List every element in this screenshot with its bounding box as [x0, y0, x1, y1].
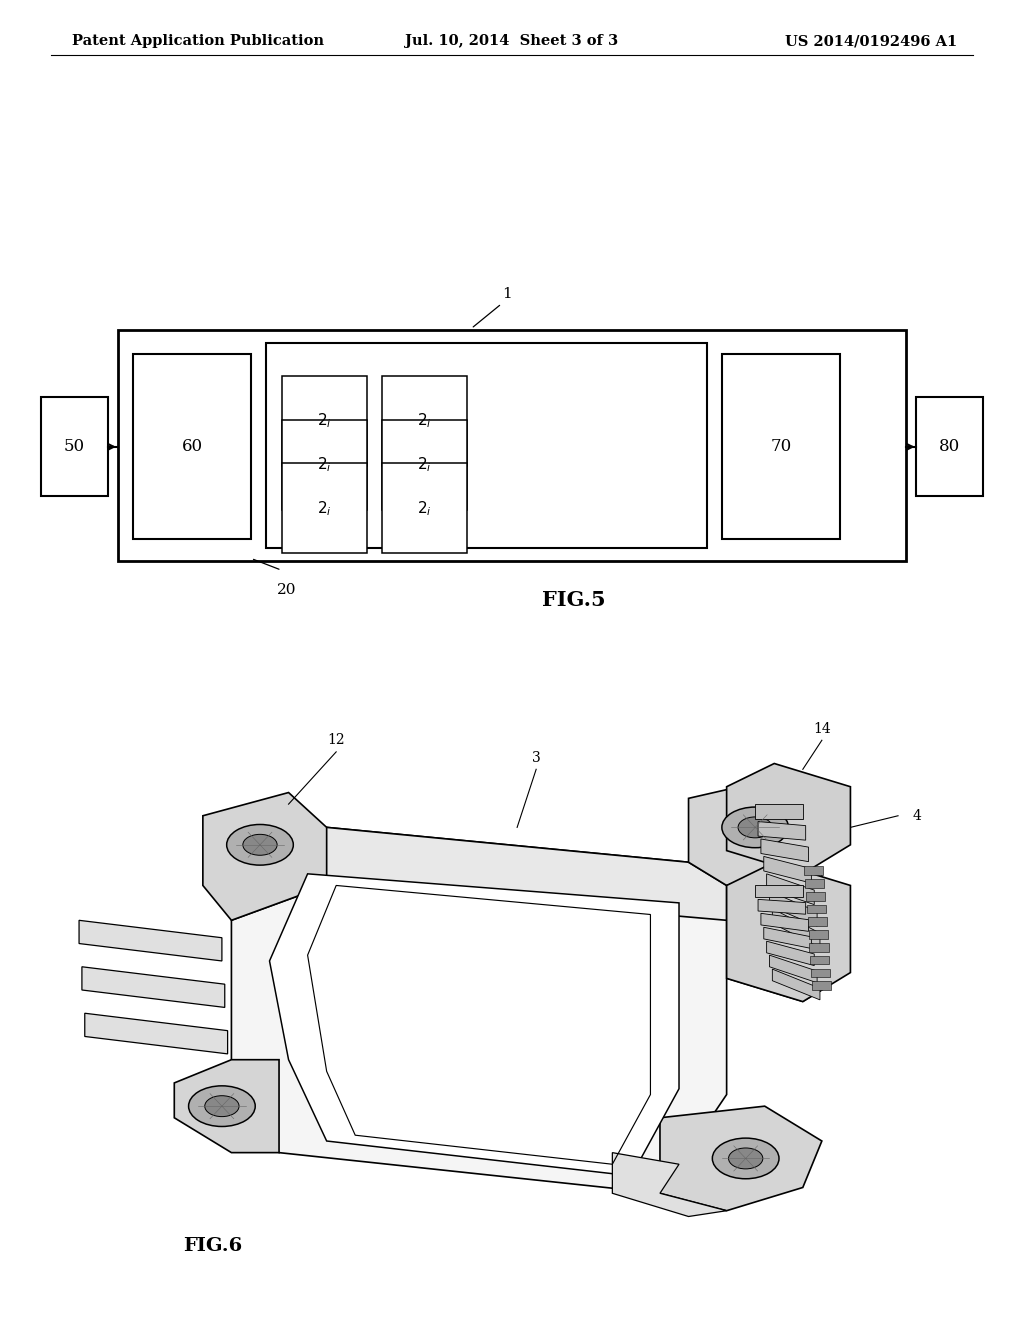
Text: 4: 4 [912, 809, 922, 822]
Polygon shape [767, 941, 814, 966]
Circle shape [243, 834, 278, 855]
Text: US 2014/0192496 A1: US 2014/0192496 A1 [785, 34, 957, 49]
Bar [118, 330, 906, 561]
Bar [805, 879, 823, 888]
Bar [41, 397, 108, 496]
Text: 2: 2 [113, 972, 122, 986]
Polygon shape [727, 862, 822, 1002]
Text: Patent Application Publication: Patent Application Publication [72, 34, 324, 49]
Text: FIG.5: FIG.5 [542, 590, 605, 610]
Polygon shape [761, 840, 809, 862]
Polygon shape [688, 781, 822, 886]
Polygon shape [612, 1152, 727, 1217]
Polygon shape [769, 956, 817, 982]
Polygon shape [764, 857, 811, 883]
Bar [382, 376, 467, 466]
Text: Jul. 10, 2014  Sheet 3 of 3: Jul. 10, 2014 Sheet 3 of 3 [406, 34, 618, 49]
Text: $2_i$: $2_i$ [316, 499, 332, 517]
Text: 80: 80 [939, 438, 961, 455]
Polygon shape [764, 927, 811, 949]
Text: $2_i$: $2_i$ [316, 455, 332, 474]
Text: 20: 20 [276, 583, 296, 598]
Bar [282, 463, 367, 553]
Polygon shape [231, 828, 727, 920]
Polygon shape [758, 899, 806, 915]
Bar [810, 956, 829, 965]
Text: 1: 1 [502, 286, 512, 301]
Circle shape [728, 1148, 763, 1170]
Polygon shape [79, 920, 222, 961]
Polygon shape [203, 792, 327, 920]
Polygon shape [767, 874, 814, 904]
Polygon shape [756, 804, 803, 818]
Bar [282, 376, 367, 466]
Text: 50: 50 [63, 438, 85, 455]
Circle shape [226, 825, 293, 865]
Bar [804, 866, 823, 875]
Bar [266, 343, 707, 548]
Text: 60: 60 [181, 438, 203, 454]
Polygon shape [772, 908, 820, 948]
Polygon shape [727, 862, 851, 1002]
Polygon shape [772, 969, 820, 999]
Polygon shape [758, 821, 806, 840]
Bar [812, 981, 831, 990]
Bar [811, 969, 830, 977]
Bar [382, 463, 467, 553]
Text: $2_i$: $2_i$ [417, 412, 432, 430]
Bar [810, 942, 828, 952]
Polygon shape [174, 1060, 279, 1152]
Text: FIG.6: FIG.6 [182, 1237, 242, 1254]
Polygon shape [269, 874, 679, 1176]
Bar [282, 420, 367, 510]
Text: $2_i$: $2_i$ [417, 455, 432, 474]
Bar [809, 931, 827, 939]
Text: 14: 14 [813, 722, 830, 735]
Text: 3: 3 [531, 751, 541, 764]
Polygon shape [756, 886, 803, 898]
Circle shape [205, 1096, 239, 1117]
Bar [808, 917, 826, 927]
Circle shape [188, 1086, 255, 1126]
Polygon shape [761, 913, 809, 932]
Bar [133, 354, 251, 539]
Text: 12: 12 [328, 733, 345, 747]
Bar [722, 354, 840, 539]
Text: $2_i$: $2_i$ [417, 499, 432, 517]
Bar [916, 397, 983, 496]
Bar [382, 420, 467, 510]
Polygon shape [231, 828, 727, 1193]
Text: 70: 70 [770, 438, 792, 454]
Polygon shape [660, 1106, 822, 1210]
Circle shape [722, 807, 788, 847]
Bar [806, 892, 824, 900]
Bar [807, 904, 825, 913]
Text: $2_i$: $2_i$ [316, 412, 332, 430]
Polygon shape [85, 1014, 227, 1053]
Polygon shape [82, 966, 224, 1007]
Circle shape [738, 817, 772, 838]
Circle shape [713, 1138, 779, 1179]
Polygon shape [727, 763, 851, 874]
Polygon shape [769, 891, 817, 927]
